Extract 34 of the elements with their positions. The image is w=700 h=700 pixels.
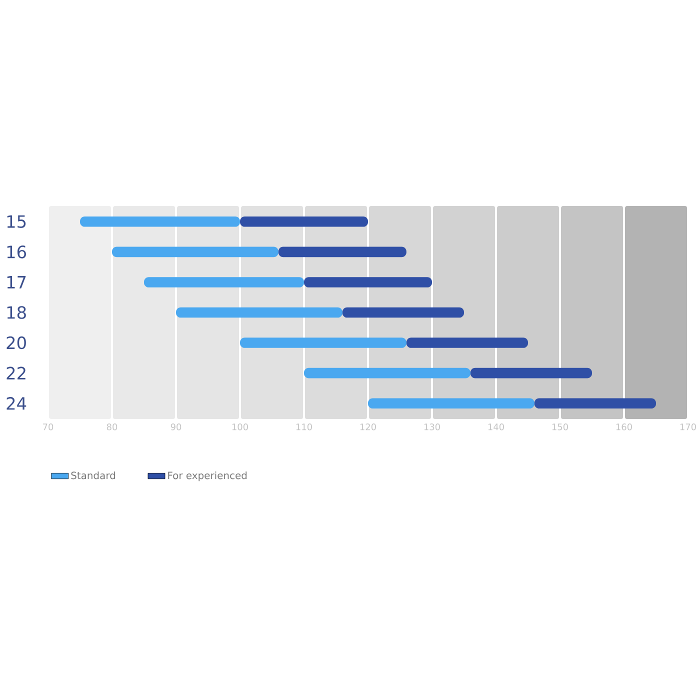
x-tick-label: 90 (170, 424, 182, 430)
legend-label: Standard (71, 471, 116, 480)
bar (304, 368, 470, 378)
x-tick-label: 80 (106, 424, 118, 430)
bar (304, 277, 432, 288)
bar (112, 246, 278, 258)
bar (278, 246, 406, 258)
bar (80, 216, 240, 227)
legend-label: For experienced (168, 471, 247, 482)
y-tick-label: 17 (7, 276, 26, 288)
y-tick-label: 24 (6, 397, 26, 410)
y-tick-label: 22 (6, 366, 26, 380)
x-tick-label: 70 (43, 424, 54, 430)
x-tick-label: 150 (552, 424, 568, 430)
x-tick-label: 120 (360, 424, 376, 430)
bar (534, 398, 656, 408)
bar (240, 216, 368, 227)
x-tick-label: 110 (296, 424, 312, 430)
bar (470, 368, 592, 378)
x-tick-label: 170 (680, 424, 696, 430)
x-tick-label: 140 (488, 424, 504, 430)
bar (406, 338, 528, 348)
bar (368, 398, 534, 408)
y-tick-label: 20 (6, 336, 26, 350)
bar (240, 338, 406, 348)
y-tick-label: 16 (7, 246, 26, 258)
bar (342, 307, 464, 318)
bar (176, 307, 342, 318)
x-tick-label: 100 (232, 424, 248, 430)
y-tick-label: 15 (7, 215, 26, 228)
x-tick-label: 130 (424, 424, 440, 430)
y-tick-label: 18 (7, 306, 26, 319)
x-tick-label: 160 (616, 424, 632, 430)
bar (144, 277, 304, 288)
